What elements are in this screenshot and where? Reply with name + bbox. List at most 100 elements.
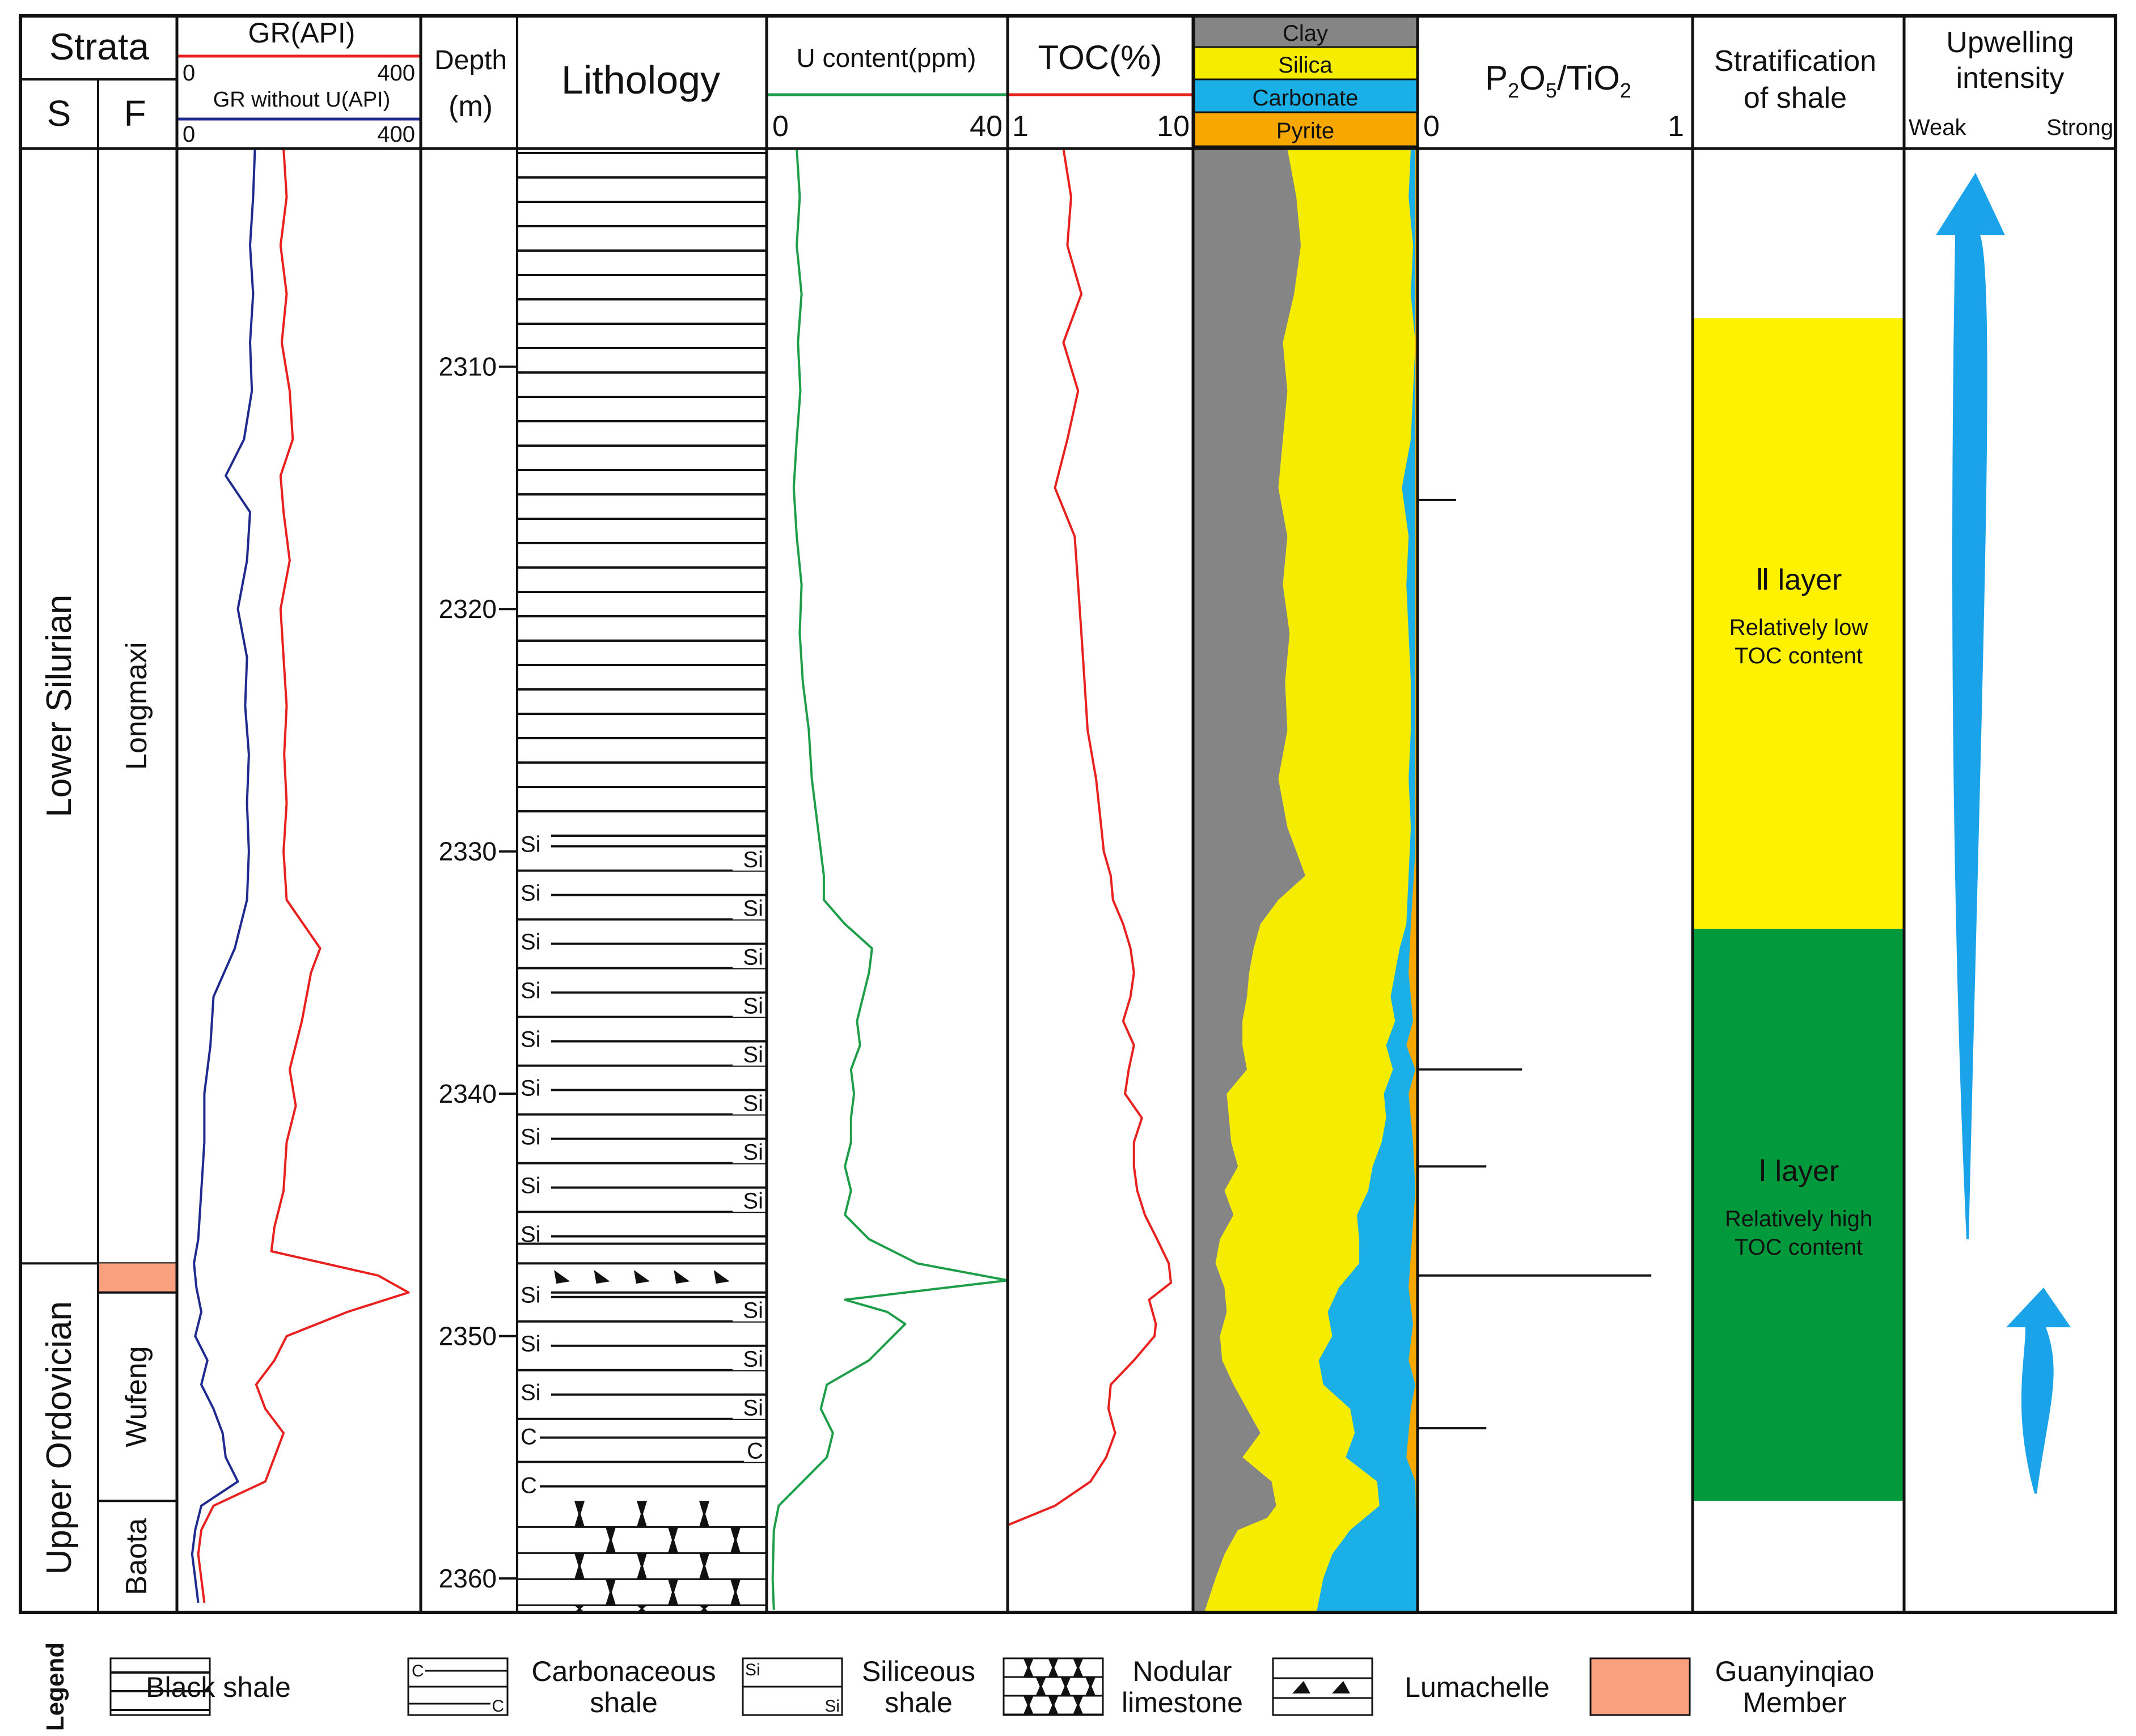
nodule	[637, 1501, 647, 1527]
nodule	[1073, 1696, 1084, 1714]
lithology-unit-lumachelle	[517, 1262, 767, 1294]
stratification-column: Ⅱ layer Relatively low TOC content Ⅰ layer R…	[1693, 318, 1904, 1501]
legend-label: Siliceous	[862, 1655, 975, 1687]
guanyinqiao-member-band	[99, 1263, 176, 1293]
siliceous-mark: Si	[743, 1140, 763, 1165]
pyrite-label: Pyrite	[1276, 118, 1334, 143]
depth-tick-label: 2330	[439, 837, 497, 866]
legend-label: Member	[1742, 1687, 1846, 1718]
nodule	[730, 1579, 741, 1606]
upwelling-title-2: intensity	[1956, 62, 2065, 95]
gru-track-title: GR without U(API)	[213, 88, 391, 112]
strata-columns: Lower Silurian Upper Ordovician Longmaxi Wu…	[20, 595, 177, 1595]
gr-scale-min: 0	[183, 61, 195, 86]
p2o5-scale-max: 1	[1668, 110, 1684, 143]
header: Strata S F GR(API) 0 400 GR without U(AP…	[47, 15, 2113, 147]
lithology-mark-bg	[517, 1283, 551, 1306]
stratification-title-1: Stratification	[1714, 45, 1876, 78]
nodule	[1085, 1677, 1096, 1696]
gru-scale-max: 400	[377, 122, 415, 147]
formation-column-header: F	[124, 93, 146, 134]
siliceous-mark: Si	[521, 1125, 541, 1150]
lithology-mark-bg	[517, 1332, 551, 1355]
carbonaceous-mark: C	[412, 1662, 424, 1680]
legend-label: shale	[590, 1687, 658, 1718]
siliceous-mark: Si	[743, 1347, 763, 1372]
u-content-curve	[771, 149, 1008, 1610]
depth-tick-label: 2350	[439, 1322, 497, 1351]
legend-label: Carbonaceous	[531, 1655, 716, 1687]
nodule	[1060, 1677, 1071, 1696]
lithology-mark-bg	[733, 896, 767, 920]
log-curves	[191, 149, 1652, 1610]
carbonate-label: Carbonate	[1253, 86, 1359, 111]
siliceous-mark: Si	[521, 1283, 541, 1308]
upwelling-arrows	[1936, 172, 2071, 1494]
nodule	[699, 1501, 709, 1527]
system-label: Upper Ordovician	[40, 1301, 79, 1574]
lithology-mark-bg	[517, 1076, 551, 1099]
track-fills	[1193, 149, 1418, 1612]
siliceous-mark: Si	[521, 1332, 541, 1357]
legend-label: Nodular	[1132, 1655, 1232, 1687]
carbonaceous-mark: C	[747, 1439, 763, 1464]
nodule	[1023, 1658, 1034, 1677]
lithology-column: SiSiSiSiSiSiSiSiSiSiSiSiSiSiSiSiSiSiSiSi…	[517, 149, 767, 1614]
formation-label: Wufeng	[120, 1346, 153, 1447]
clay-header-swatch	[1193, 15, 1418, 48]
nodule	[668, 1527, 678, 1553]
toc-scale-min: 1	[1012, 110, 1029, 143]
siliceous-mark: Si	[743, 945, 763, 970]
lithology-mark-bg	[517, 1027, 551, 1051]
legend-item-black-shale: Black shale	[109, 1657, 291, 1716]
silica-label: Silica	[1278, 53, 1333, 78]
legend-swatch	[109, 1657, 211, 1716]
nodule	[637, 1553, 647, 1580]
toc-track-title: TOC(%)	[1038, 39, 1162, 77]
upwelling-arrow-lower	[2006, 1288, 2071, 1494]
legend-title: Legend	[41, 1642, 69, 1731]
gru-scale-min: 0	[183, 122, 195, 147]
depth-tick-label: 2320	[439, 594, 497, 624]
lithology-mark-bg	[733, 1140, 767, 1163]
nodule	[1048, 1696, 1059, 1714]
siliceous-mark: Si	[745, 1661, 760, 1679]
lumachelle-shell	[594, 1270, 610, 1284]
legend-swatch	[1272, 1657, 1373, 1716]
legend-label: Black shale	[146, 1671, 291, 1703]
upwelling-strong-label: Strong	[2046, 115, 2113, 140]
nodule	[574, 1501, 585, 1527]
lithology-mark-bg	[517, 979, 551, 1002]
stratification-layer-title: Ⅱ layer	[1756, 564, 1842, 596]
upwelling-arrow-upper	[1936, 172, 2005, 1239]
lithology-mark-bg	[517, 930, 551, 953]
legend-label: Lumachelle	[1405, 1671, 1550, 1703]
stratification-layer-1	[1693, 318, 1904, 929]
gr-without-u-curve	[191, 149, 256, 1603]
lithology-unit-carbonaceous-shale: CCC	[517, 1424, 767, 1498]
lithology-mark-bg	[517, 1222, 551, 1246]
nodule	[1048, 1658, 1059, 1677]
lithology-mark-bg	[733, 1347, 767, 1370]
lithology-mark-bg	[733, 1396, 767, 1419]
stratification-layer-2	[1693, 929, 1904, 1501]
clay-label: Clay	[1283, 21, 1328, 46]
stratification-layer-title: Ⅰ layer	[1758, 1155, 1839, 1188]
nodule	[730, 1527, 741, 1553]
legend-label: Guanyinqiao	[1715, 1655, 1875, 1687]
clay-area	[1193, 149, 1305, 1612]
lithology-background	[517, 149, 767, 1612]
nodule	[699, 1553, 709, 1580]
stratification-title-2: of shale	[1744, 82, 1847, 115]
legend: Legend Black shaleCCCarbonaceousshaleSiS…	[41, 1642, 1874, 1731]
carbonaceous-mark: C	[521, 1474, 537, 1498]
nodule	[699, 1605, 709, 1612]
nodule	[1035, 1677, 1046, 1696]
nodule	[668, 1579, 678, 1606]
lithology-mark-bg	[733, 1189, 767, 1212]
u-scale-max: 40	[970, 110, 1003, 143]
